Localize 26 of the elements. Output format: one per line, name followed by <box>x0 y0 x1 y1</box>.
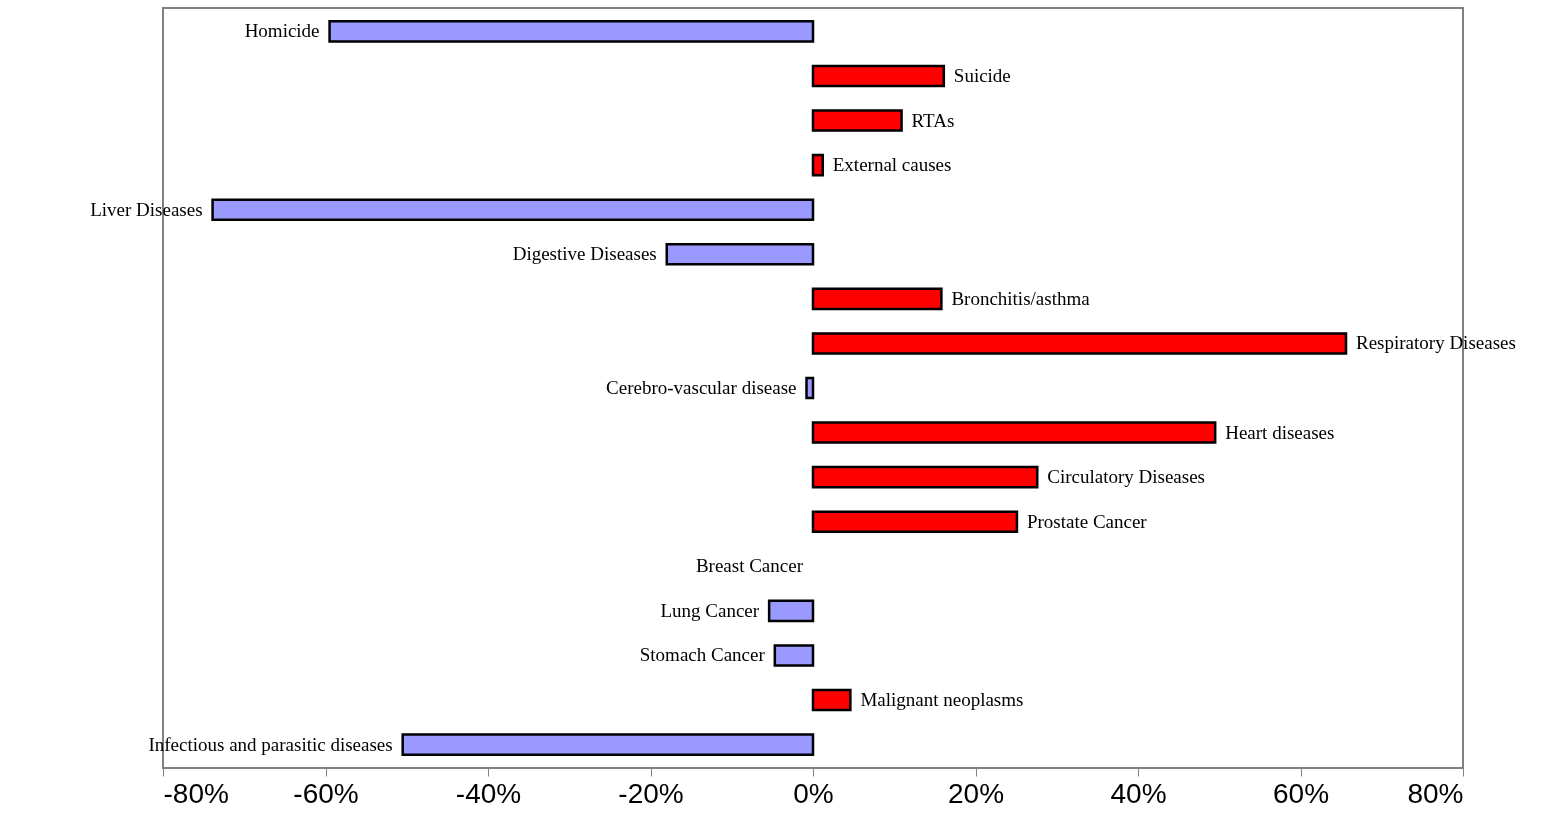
y-tick-label: Digestive Diseases <box>512 243 657 265</box>
y-tick-label: RTAs <box>911 109 955 131</box>
x-tick-label: 0% <box>793 777 834 809</box>
x-tick-label: -20% <box>618 777 684 809</box>
y-tick-label: Liver Diseases <box>90 198 203 220</box>
x-tick-label: -40% <box>455 777 522 809</box>
x-tick-label: -80% <box>163 777 229 809</box>
y-tick-label: Prostate Cancer <box>1026 510 1148 532</box>
y-tick-label: Respiratory Diseases <box>1356 332 1516 354</box>
x-tick-label: 20% <box>947 777 1005 809</box>
y-tick-label: Malignant neoplasms <box>860 689 1024 711</box>
y-tick-label: Stomach Cancer <box>639 644 766 666</box>
y-tick-label: Lung Cancer <box>660 599 760 621</box>
y-tick-label: Cerebro-vascular disease <box>606 377 797 398</box>
x-tick-label: -60% <box>293 777 359 809</box>
y-tick-label: Infectious and parasitic diseases <box>148 733 393 755</box>
y-tick-label: Breast Cancer <box>695 555 804 577</box>
x-tick-label: 40% <box>1110 777 1167 809</box>
y-tick-label: Homicide <box>244 20 320 42</box>
y-tick-label: Circulatory Diseases <box>1047 466 1206 488</box>
y-tick-label: Suicide <box>953 64 1011 86</box>
x-tick-label: 60% <box>1272 777 1330 809</box>
y-tick-label: Heart diseases <box>1225 421 1335 443</box>
x-tick-label: 80% <box>1407 777 1464 809</box>
y-tick-label: External causes <box>832 154 952 176</box>
y-tick-label: Bronchitis/asthma <box>951 287 1091 309</box>
